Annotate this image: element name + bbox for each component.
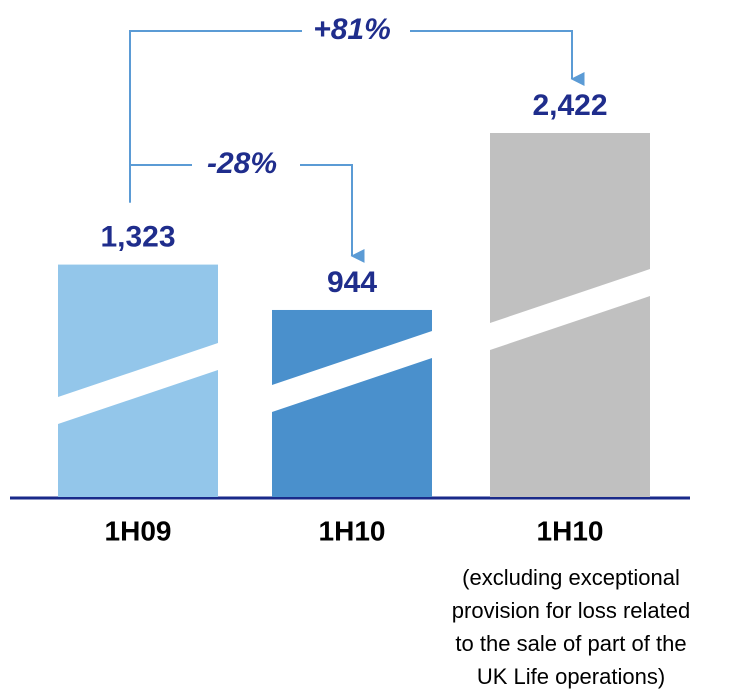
category-note: (excluding exceptional: [462, 565, 680, 590]
bracket-arrow: [410, 30, 585, 86]
axis-break: [490, 269, 650, 350]
category-note: UK Life operations): [477, 664, 665, 689]
x-tick-label: 1H10: [319, 515, 386, 546]
value-label: 944: [327, 266, 377, 299]
annotation: -28%: [207, 147, 277, 180]
category-note: provision for loss related: [452, 598, 690, 623]
category-note: to the sale of part of the: [455, 631, 686, 656]
axis-break: [272, 331, 432, 412]
axis-break: [58, 343, 218, 424]
value-label: 2,422: [532, 89, 607, 122]
annotation: +81%: [313, 13, 391, 46]
bracket-arrow: [300, 164, 365, 263]
bracket: [129, 164, 192, 203]
bracket: [129, 30, 302, 203]
value-label: 1,323: [100, 221, 175, 254]
x-tick-label: 1H09: [105, 515, 172, 546]
x-tick-label: 1H10: [537, 515, 604, 546]
